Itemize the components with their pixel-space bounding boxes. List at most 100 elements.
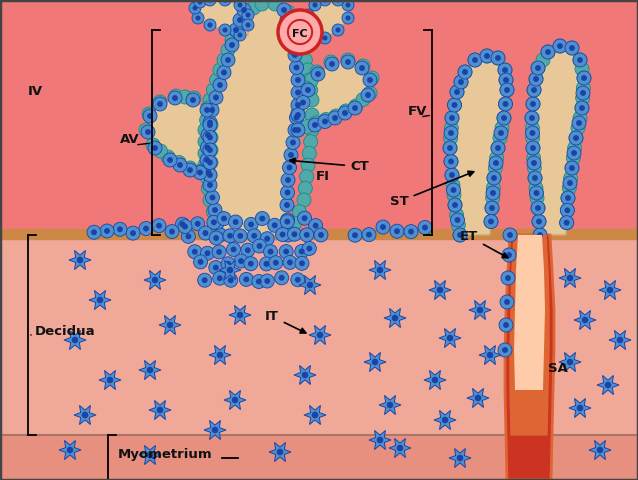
Circle shape <box>178 90 192 104</box>
Circle shape <box>332 24 344 36</box>
Polygon shape <box>439 328 461 348</box>
Circle shape <box>202 181 216 195</box>
Circle shape <box>97 297 103 303</box>
Circle shape <box>569 45 575 51</box>
Polygon shape <box>379 396 401 415</box>
Circle shape <box>260 232 274 246</box>
Circle shape <box>341 53 355 67</box>
Circle shape <box>186 93 200 107</box>
Circle shape <box>207 147 213 153</box>
Circle shape <box>341 55 355 69</box>
Polygon shape <box>309 325 331 345</box>
Circle shape <box>302 215 308 221</box>
Circle shape <box>172 95 178 101</box>
Circle shape <box>234 0 246 11</box>
Circle shape <box>562 181 576 195</box>
Polygon shape <box>139 445 161 465</box>
Circle shape <box>533 228 547 242</box>
Circle shape <box>493 160 499 166</box>
Circle shape <box>484 215 498 228</box>
Circle shape <box>458 79 464 85</box>
Circle shape <box>316 332 323 338</box>
Circle shape <box>567 275 574 281</box>
Circle shape <box>295 43 309 57</box>
Circle shape <box>299 53 313 67</box>
Circle shape <box>284 202 290 208</box>
Polygon shape <box>295 0 348 50</box>
Circle shape <box>449 172 455 178</box>
Circle shape <box>491 51 505 65</box>
Circle shape <box>148 141 162 155</box>
Polygon shape <box>384 309 406 327</box>
Circle shape <box>392 315 398 321</box>
Circle shape <box>304 232 309 238</box>
Polygon shape <box>479 346 501 364</box>
Circle shape <box>484 53 490 59</box>
Circle shape <box>295 94 309 108</box>
Polygon shape <box>219 261 241 279</box>
Circle shape <box>499 73 513 87</box>
Circle shape <box>283 160 297 175</box>
Circle shape <box>447 98 461 112</box>
Circle shape <box>209 91 223 105</box>
Text: SA: SA <box>548 362 568 375</box>
Circle shape <box>448 130 454 136</box>
Circle shape <box>167 322 174 328</box>
Circle shape <box>567 359 574 365</box>
Circle shape <box>503 228 517 242</box>
Circle shape <box>553 39 567 53</box>
Circle shape <box>284 17 290 23</box>
Circle shape <box>203 143 217 157</box>
Circle shape <box>201 101 215 115</box>
Circle shape <box>287 260 293 265</box>
Circle shape <box>237 17 243 23</box>
Circle shape <box>248 261 254 267</box>
Circle shape <box>225 57 231 63</box>
Circle shape <box>165 225 179 239</box>
Circle shape <box>207 120 213 125</box>
Circle shape <box>263 245 278 259</box>
Circle shape <box>241 7 247 13</box>
Circle shape <box>91 229 97 235</box>
Circle shape <box>204 107 210 113</box>
Circle shape <box>533 190 540 196</box>
Circle shape <box>531 201 545 215</box>
Circle shape <box>197 169 203 176</box>
Circle shape <box>445 111 459 125</box>
Circle shape <box>152 219 166 233</box>
Circle shape <box>77 257 84 264</box>
Circle shape <box>228 277 234 283</box>
Circle shape <box>193 5 198 11</box>
Circle shape <box>490 190 496 196</box>
Circle shape <box>302 372 308 378</box>
Circle shape <box>269 256 283 270</box>
Circle shape <box>200 153 214 167</box>
Circle shape <box>532 215 546 228</box>
Circle shape <box>468 53 482 67</box>
Circle shape <box>293 33 307 47</box>
Circle shape <box>305 93 319 107</box>
Circle shape <box>506 252 512 258</box>
Circle shape <box>306 246 312 252</box>
Polygon shape <box>89 290 111 310</box>
Circle shape <box>259 216 265 221</box>
Circle shape <box>285 219 290 225</box>
Circle shape <box>502 248 516 262</box>
Circle shape <box>457 232 463 238</box>
Circle shape <box>445 111 459 125</box>
Circle shape <box>207 0 212 2</box>
Circle shape <box>563 176 577 190</box>
Circle shape <box>229 24 243 37</box>
Circle shape <box>295 256 309 270</box>
Circle shape <box>527 83 541 97</box>
Circle shape <box>212 245 226 259</box>
Circle shape <box>206 83 220 97</box>
Circle shape <box>291 106 305 120</box>
Circle shape <box>499 318 513 332</box>
Circle shape <box>209 107 215 113</box>
Circle shape <box>345 59 351 65</box>
Circle shape <box>169 228 175 235</box>
Circle shape <box>203 168 217 182</box>
Circle shape <box>193 255 207 269</box>
Circle shape <box>225 261 231 267</box>
